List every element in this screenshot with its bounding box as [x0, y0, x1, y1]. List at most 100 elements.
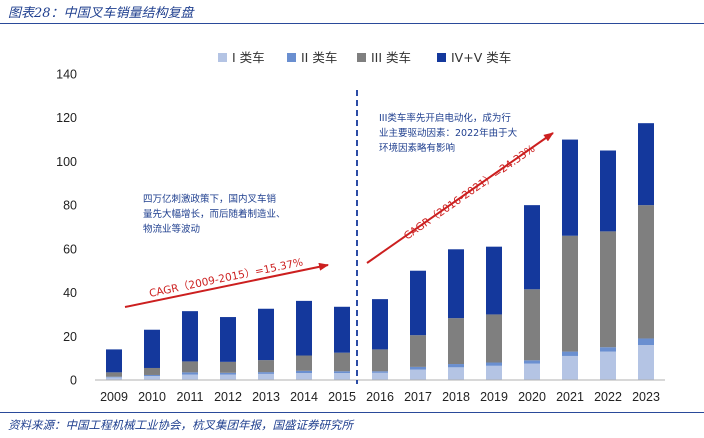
- bar-segment: [524, 363, 540, 380]
- bar-segment: [524, 360, 540, 364]
- bar-segment: [638, 345, 654, 380]
- bar-segment: [334, 371, 350, 374]
- bar-segment: [372, 372, 388, 380]
- bar-segment: [182, 311, 198, 362]
- y-tick-label: 80: [63, 199, 77, 213]
- x-tick-label: 2011: [177, 390, 204, 404]
- note-left-line-3: 物流业等波动: [143, 223, 200, 235]
- chart-legend: I 类车 II 类车 III 类车 IV+V 类车: [218, 50, 511, 65]
- legend-label: II 类车: [301, 50, 337, 65]
- y-tick-label: 140: [56, 68, 77, 82]
- bar-segment: [562, 351, 578, 356]
- bar-segment: [220, 361, 236, 373]
- bar-segment: [600, 231, 616, 348]
- bar-segment: [638, 123, 654, 206]
- figure-title: 图表28：中国叉车销量结构复盘: [8, 6, 194, 21]
- bar-segment: [372, 349, 388, 372]
- note-left-line-1: 四万亿刺激政策下，国内叉车销: [143, 193, 277, 205]
- source-rule: [0, 412, 704, 413]
- bar-segment: [562, 235, 578, 352]
- bar-segment: [372, 299, 388, 350]
- x-tick-label: 2019: [480, 390, 508, 404]
- cagr-right-label: CAGR（2016-2021）=24.33%: [402, 143, 538, 243]
- legend-swatch: [437, 53, 446, 62]
- bar-segment: [220, 374, 236, 380]
- bar-segment: [410, 335, 426, 367]
- bar-segment: [524, 205, 540, 290]
- bar-segment: [258, 372, 274, 374]
- bar-segment: [258, 373, 274, 380]
- y-tick-label: 20: [63, 330, 77, 344]
- bar-segment: [486, 365, 502, 380]
- note-right-line-2: 业主要驱动因素：2022年由于大: [379, 127, 518, 139]
- bar-segment: [486, 314, 502, 363]
- y-axis: 0 20 40 60 80 100 120 140: [56, 68, 77, 388]
- x-tick-label: 2017: [404, 390, 432, 404]
- note-right-line-1: III类车率先开启电动化，成为行: [379, 112, 511, 124]
- bar-segment: [334, 373, 350, 380]
- bar-segment: [144, 376, 160, 380]
- cagr-left-arrow: [124, 262, 329, 308]
- source-note: 资料来源：中国工程机械工业协会，杭叉集团年报，国盛证券研究所: [8, 418, 353, 432]
- x-tick-label: 2012: [214, 390, 242, 404]
- bar-segment: [410, 369, 426, 380]
- legend-swatch: [218, 53, 227, 62]
- bar-segment: [448, 318, 464, 365]
- bar-segment: [296, 355, 312, 371]
- y-tick-label: 60: [63, 242, 77, 256]
- x-tick-label: 2018: [442, 390, 470, 404]
- legend-swatch: [287, 53, 296, 62]
- bar-segment: [296, 370, 312, 374]
- x-tick-label: 2013: [252, 390, 280, 404]
- bar-segment: [220, 372, 236, 375]
- x-tick-label: 2022: [594, 390, 622, 404]
- bar-segment: [334, 306, 350, 353]
- bar-segment: [182, 374, 198, 380]
- bar-segment: [220, 317, 236, 362]
- x-axis: 2009 2010 2011 2012 2013 2014 2015 2016 2017 2018…: [95, 379, 665, 404]
- x-tick-label: 2020: [518, 390, 546, 404]
- bar-group: [106, 123, 654, 380]
- bar-segment: [296, 300, 312, 356]
- x-tick-label: 2023: [632, 390, 660, 404]
- bar-segment: [106, 377, 122, 380]
- bar-segment: [600, 347, 616, 352]
- bar-segment: [144, 374, 160, 377]
- title-rule: [0, 23, 704, 24]
- x-tick-label: 2014: [290, 390, 318, 404]
- bar-segment: [524, 289, 540, 361]
- bar-segment: [106, 349, 122, 373]
- bar-segment: [144, 367, 160, 375]
- bar-segment: [372, 371, 388, 373]
- bar-segment: [334, 352, 350, 372]
- bar-segment: [182, 372, 198, 375]
- bar-segment: [296, 373, 312, 380]
- legend-label: IV+V 类车: [451, 50, 511, 65]
- bar-segment: [182, 361, 198, 373]
- bar-segment: [144, 329, 160, 368]
- bar-segment: [258, 360, 274, 373]
- bar-segment: [638, 338, 654, 346]
- y-tick-label: 100: [56, 155, 77, 169]
- bar-segment: [106, 376, 122, 378]
- cagr-right-arrow: [366, 132, 554, 264]
- note-right-line-3: 环境因素略有影响: [379, 142, 455, 154]
- bar-segment: [486, 246, 502, 315]
- y-tick-label: 120: [56, 111, 77, 125]
- bar-segment: [486, 362, 502, 366]
- bar-segment: [448, 249, 464, 319]
- bar-segment: [638, 205, 654, 339]
- bar-segment: [562, 355, 578, 380]
- legend-swatch: [357, 53, 366, 62]
- bar-segment: [600, 351, 616, 380]
- y-tick-label: 0: [70, 374, 77, 388]
- legend-label: I 类车: [232, 50, 265, 65]
- x-tick-label: 2010: [138, 390, 166, 404]
- bar-segment: [600, 150, 616, 232]
- bar-segment: [106, 372, 122, 377]
- bar-segment: [562, 139, 578, 236]
- x-tick-label: 2009: [100, 390, 128, 404]
- bar-segment: [410, 270, 426, 336]
- cagr-left-label: CAGR（2009-2015）=15.37%: [148, 256, 304, 300]
